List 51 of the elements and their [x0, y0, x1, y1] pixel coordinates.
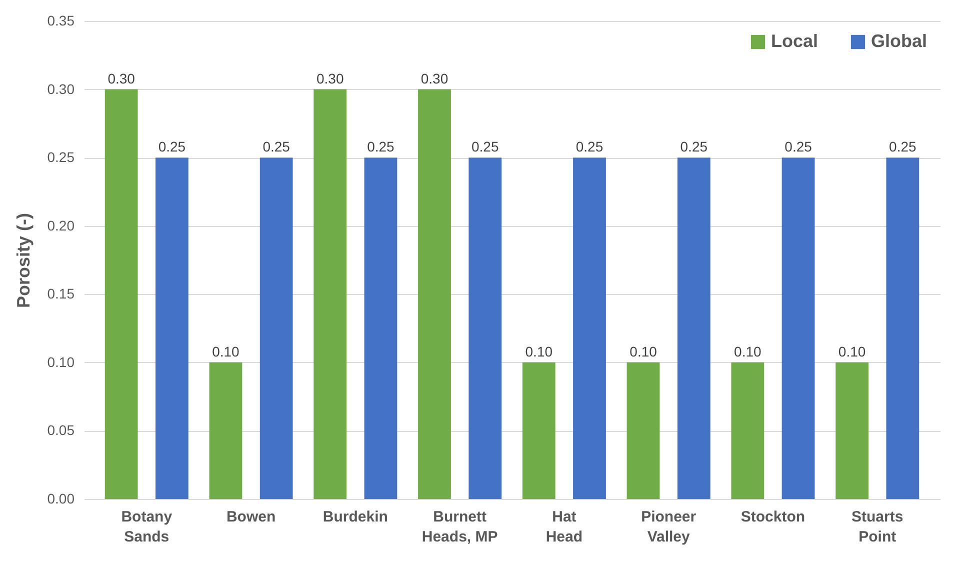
x-tick-label: Botany Sands	[121, 508, 173, 546]
y-tick-label: 0.25	[47, 149, 75, 166]
data-label: 0.10	[525, 343, 553, 360]
x-tick-label: Hat Head	[546, 508, 583, 546]
bar	[260, 158, 293, 499]
data-label: 0.30	[316, 70, 344, 86]
legend-label: Global	[871, 31, 928, 51]
bar	[155, 158, 188, 499]
bar	[209, 362, 242, 499]
bar	[782, 158, 815, 499]
bar	[886, 158, 920, 499]
data-label: 0.25	[576, 138, 604, 155]
bar	[731, 362, 764, 499]
data-label: 0.30	[420, 70, 448, 86]
bar	[836, 362, 869, 499]
data-label: 0.25	[784, 138, 812, 155]
bar	[626, 362, 660, 499]
data-label: 0.25	[367, 138, 395, 155]
y-tick-label: 0.30	[47, 80, 75, 97]
x-tick-label: Bowen	[226, 508, 276, 526]
bar	[104, 89, 138, 499]
data-label: 0.25	[889, 138, 917, 155]
data-label: 0.10	[838, 343, 866, 360]
y-tick-label: 0.05	[47, 422, 75, 438]
bar	[418, 89, 451, 499]
data-label: 0.25	[471, 138, 499, 155]
data-label: 0.25	[262, 138, 290, 155]
x-tick-label: Stockton	[740, 508, 806, 526]
legend-label: Local	[771, 31, 818, 51]
y-tick-label: 0.10	[47, 354, 75, 370]
data-label: 0.10	[630, 343, 658, 360]
y-tick-label: 0.35	[47, 12, 75, 28]
x-tick-label: Burnett Heads, MP	[422, 508, 498, 546]
y-tick-label: 0.00	[47, 490, 75, 506]
bar	[468, 158, 502, 499]
y-tick-label: 0.20	[47, 217, 75, 234]
data-label: 0.25	[158, 138, 186, 155]
data-label: 0.10	[212, 343, 240, 360]
bar	[314, 89, 347, 499]
data-label: 0.25	[680, 138, 708, 155]
x-tick-label: Stuarts Point	[852, 508, 904, 546]
bar	[364, 158, 398, 499]
bar	[677, 158, 710, 499]
x-tick-label: Burdekin	[322, 508, 388, 526]
bar	[522, 362, 556, 499]
x-tick-label: Pioneer Valley	[641, 508, 696, 546]
bar	[573, 158, 606, 499]
data-label: 0.10	[734, 343, 762, 360]
y-tick-label: 0.15	[47, 286, 75, 302]
y-axis-title: Porosity (-)	[13, 212, 34, 308]
data-label: 0.30	[108, 70, 136, 86]
